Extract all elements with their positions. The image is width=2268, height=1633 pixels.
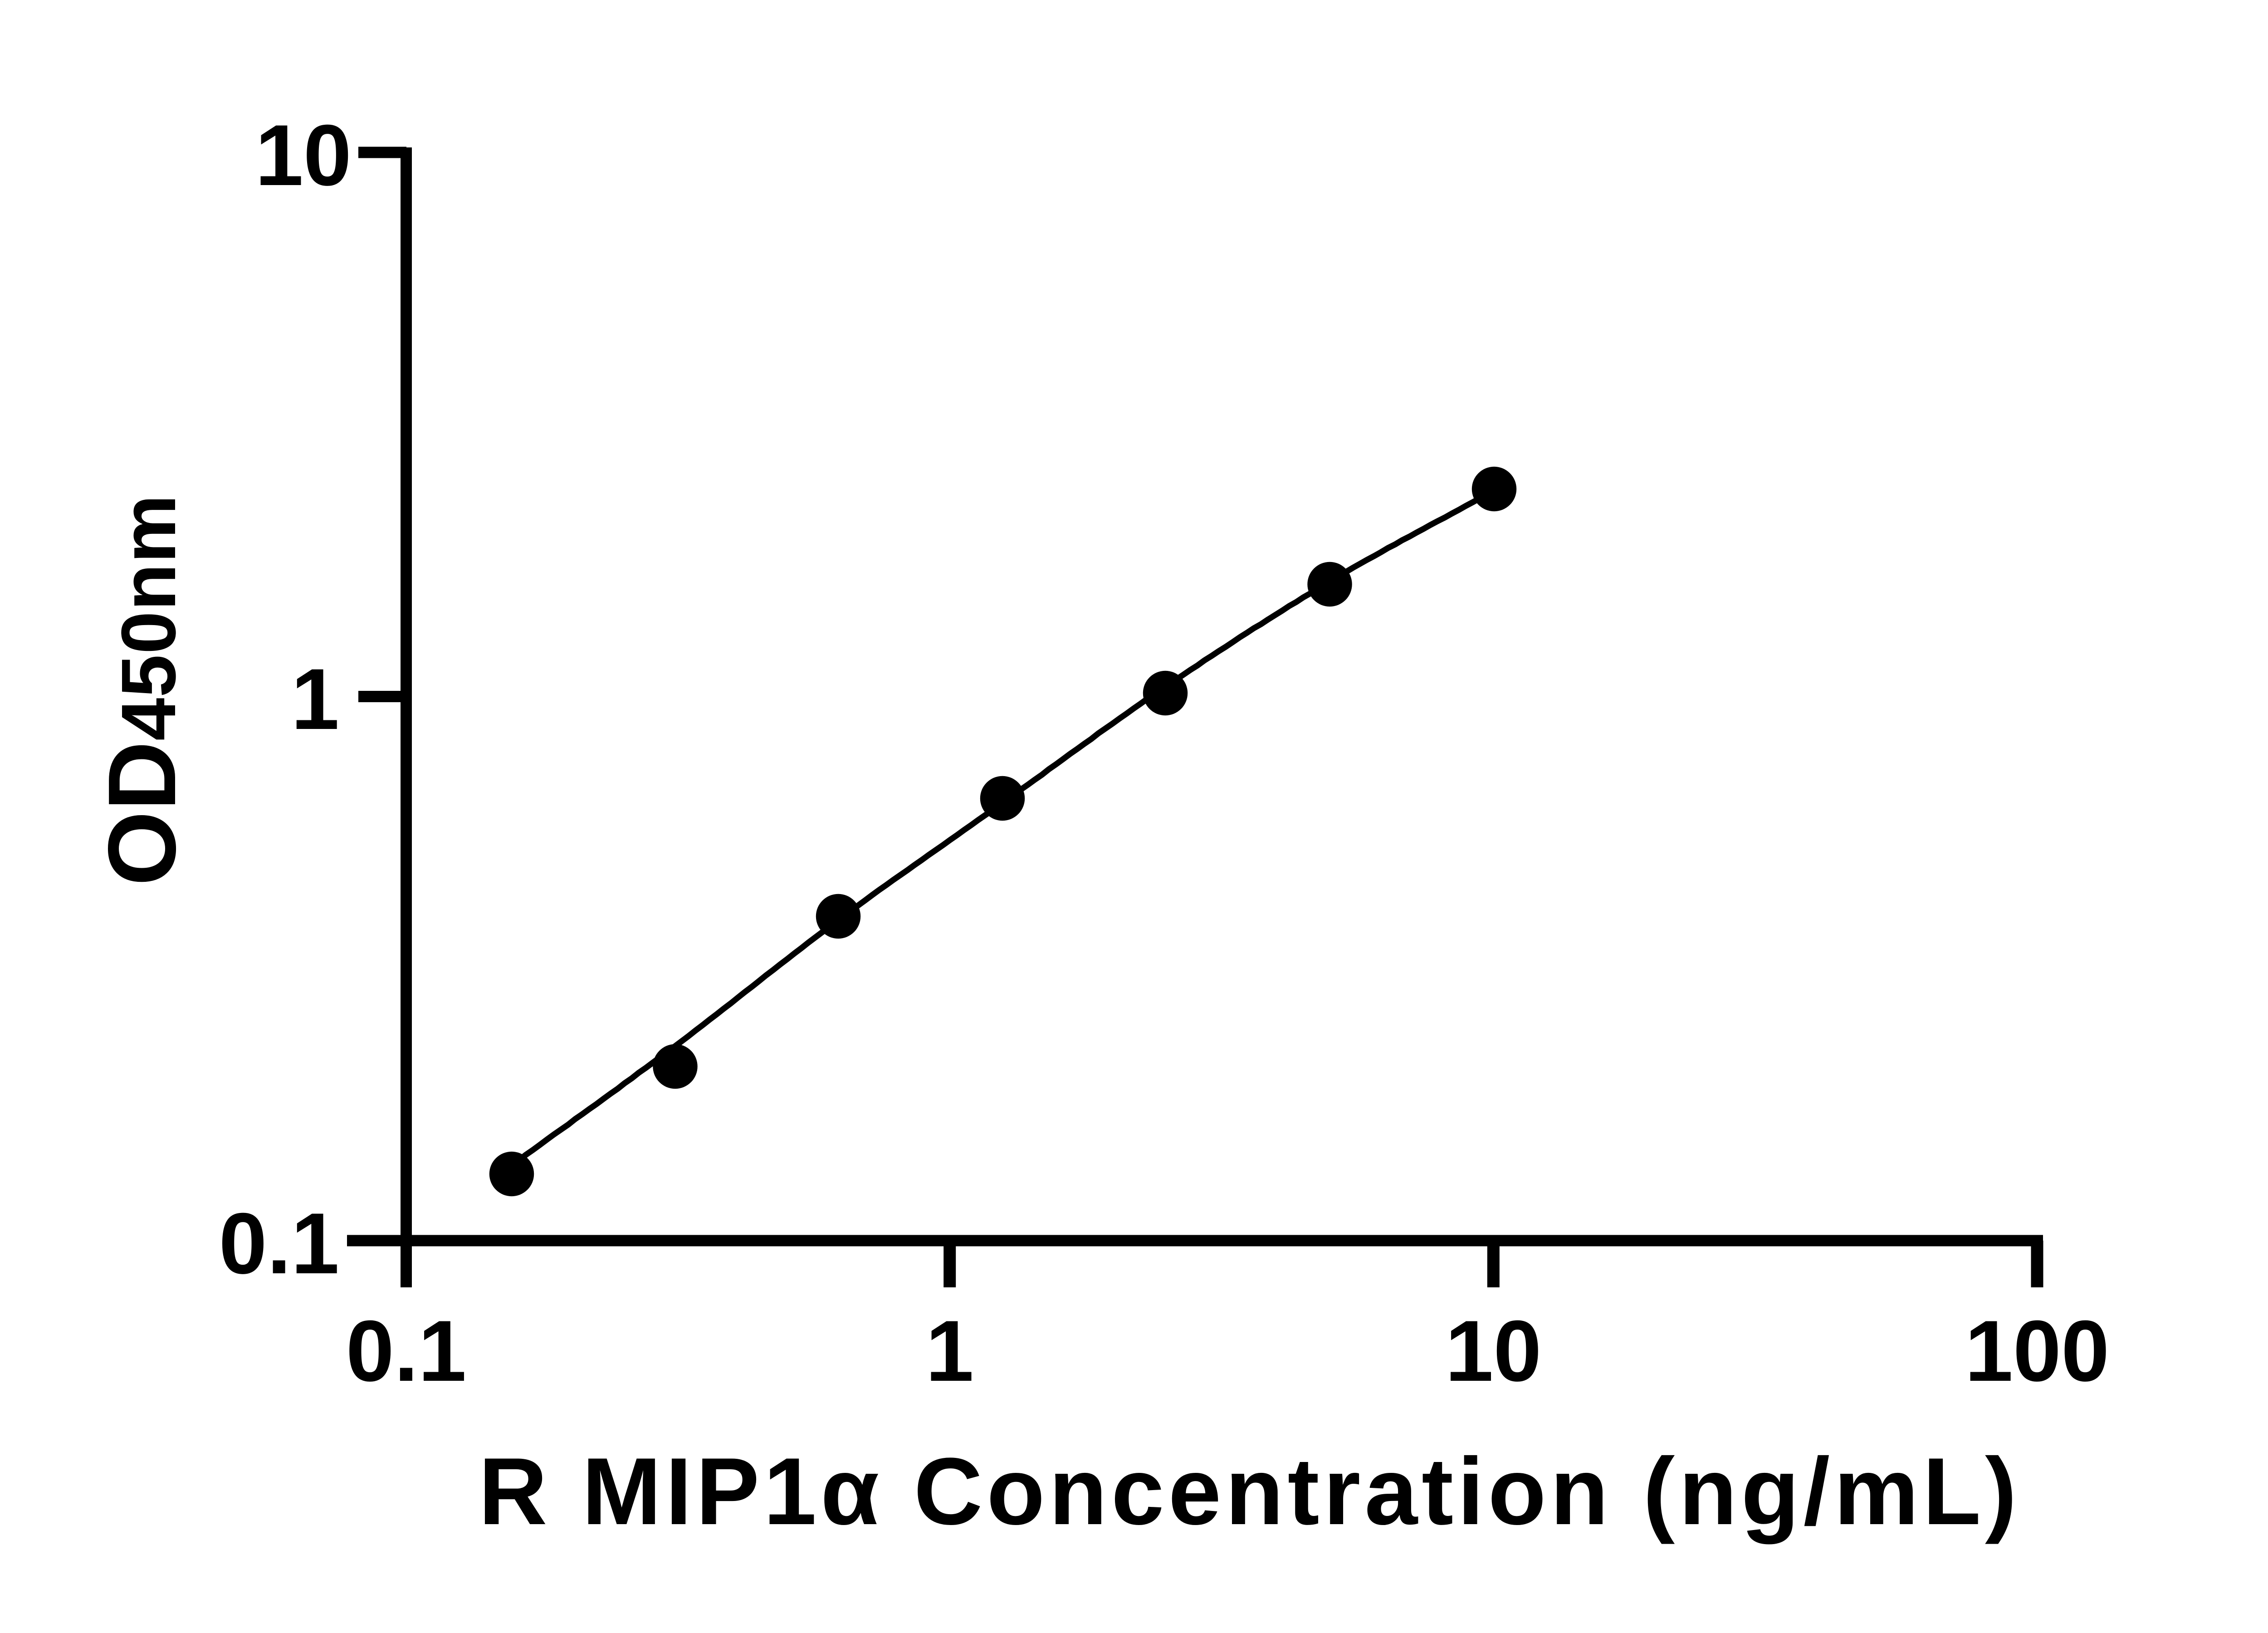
svg-text:100: 100 [1965, 1303, 2110, 1399]
svg-text:0.1: 0.1 [346, 1303, 467, 1399]
svg-text:R MIP1α Concentration (ng/mL): R MIP1α Concentration (ng/mL) [479, 1438, 2021, 1545]
svg-text:OD450nm: OD450nm [88, 494, 196, 886]
svg-text:10: 10 [255, 107, 352, 204]
svg-text:0.1: 0.1 [219, 1195, 339, 1292]
svg-text:10: 10 [1445, 1303, 1541, 1399]
svg-text:1: 1 [291, 651, 339, 748]
svg-text:1: 1 [926, 1303, 974, 1399]
